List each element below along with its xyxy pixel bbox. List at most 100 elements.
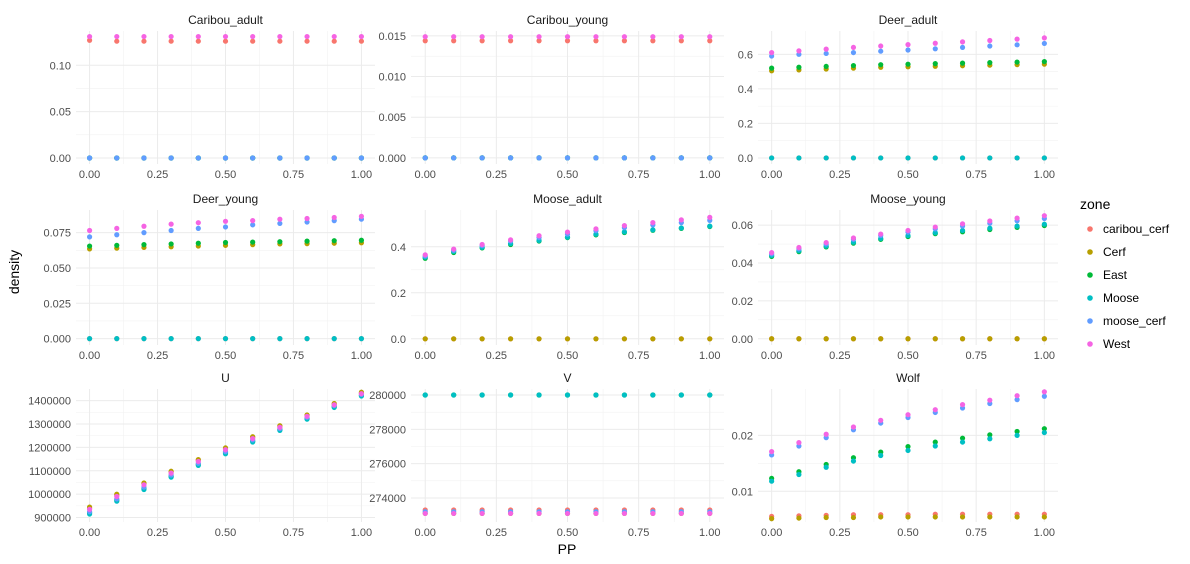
data-point [195,336,201,342]
facet-title-deer-young: Deer_young [193,192,258,206]
y-tick-label: 0.04 [732,258,753,270]
facet-title-u: U [221,371,230,385]
legend-key [1087,226,1093,232]
data-point [1041,35,1047,41]
data-point [536,392,542,398]
data-point [114,336,120,342]
data-point [358,237,365,243]
data-point [878,336,884,342]
data-point [277,155,283,161]
data-point [222,38,229,44]
data-point [1014,223,1020,229]
data-point [905,412,911,418]
data-point [114,493,120,500]
data-point [707,38,713,44]
data-point [451,392,457,398]
x-tick-label: 0.50 [557,169,578,181]
data-point [168,33,174,40]
series-west [769,35,1047,56]
data-point [277,220,283,227]
data-point [564,229,571,235]
data-point [479,336,485,342]
data-point [507,510,514,517]
data-point [277,216,283,222]
data-point [168,221,174,227]
data-point [222,218,229,224]
data-point [86,37,93,43]
x-tick-label: 0.75 [283,350,304,362]
x-tick-label: 0.00 [761,350,782,362]
data-point [850,235,857,241]
data-point [331,402,337,408]
data-point [796,244,802,251]
data-point [564,392,571,398]
data-point [331,38,337,44]
data-point [678,510,684,517]
data-point [86,234,93,240]
data-point [536,336,542,342]
data-point [1014,36,1020,42]
data-point [222,239,229,246]
series-caribou-cerf [86,37,365,44]
x-tick-label: 0.75 [628,527,649,539]
data-point [905,61,911,67]
data-point [86,227,93,234]
y-tick-label: 0.02 [732,296,753,308]
legend-item-caribou-cerf: caribou_cerf [1087,222,1170,236]
data-point [621,229,628,235]
data-point [277,38,283,44]
legend-label: East [1103,268,1128,282]
y-tick-label: 900000 [34,513,71,525]
data-point [114,242,120,248]
y-tick-label: 1200000 [28,442,71,454]
data-point [593,155,599,161]
x-tick-label: 0.25 [829,169,850,181]
data-point [707,510,713,517]
data-point [593,510,599,517]
y-tick-label: 0.6 [738,49,753,61]
data-point [141,242,147,248]
grid-moose-adult [411,210,724,345]
data-point [507,155,514,161]
x-tick-label: 1.00 [351,350,372,362]
data-point [932,407,938,413]
data-point [959,221,966,227]
legend-item-moose: Moose [1087,291,1139,305]
x-tick-label: 0.00 [79,169,100,181]
data-point [707,336,713,342]
data-point [250,218,256,224]
data-point [878,514,884,520]
data-point [277,239,283,245]
x-tick-label: 0.50 [557,350,578,362]
data-point [878,155,884,161]
data-point [678,392,684,398]
series-moose [86,336,365,342]
x-tick-label: 0.75 [283,527,304,539]
data-point [1014,42,1020,48]
x-tick-label: 0.50 [215,169,236,181]
data-point [621,223,628,229]
panel-caribou-adult: 0.00 0.25 0.50 0.75 1.00 0.00 0.05 0.10 Caribou_… [50,13,375,181]
data-point [358,213,365,219]
legend-key [1087,318,1093,324]
data-point [621,510,628,517]
data-point [769,49,775,56]
data-point [959,60,966,66]
data-point [422,34,428,40]
data-point [621,336,628,342]
legend-key [1087,249,1093,255]
data-point [593,34,599,40]
panel-deer-young: 0.00 0.25 0.50 0.75 1.00 0.000 0.025 0.050 0.075… [43,192,375,362]
data-point [304,215,310,222]
data-point [451,155,457,161]
grid-moose-young [758,210,1058,345]
data-point [796,440,802,446]
data-point [250,435,256,442]
series-west [422,214,713,258]
data-point [304,155,310,161]
y-tick-label: 278000 [369,424,406,436]
data-point [195,225,201,231]
x-tick-label: 0.25 [486,169,507,181]
data-point [422,155,428,161]
data-point [277,336,283,342]
